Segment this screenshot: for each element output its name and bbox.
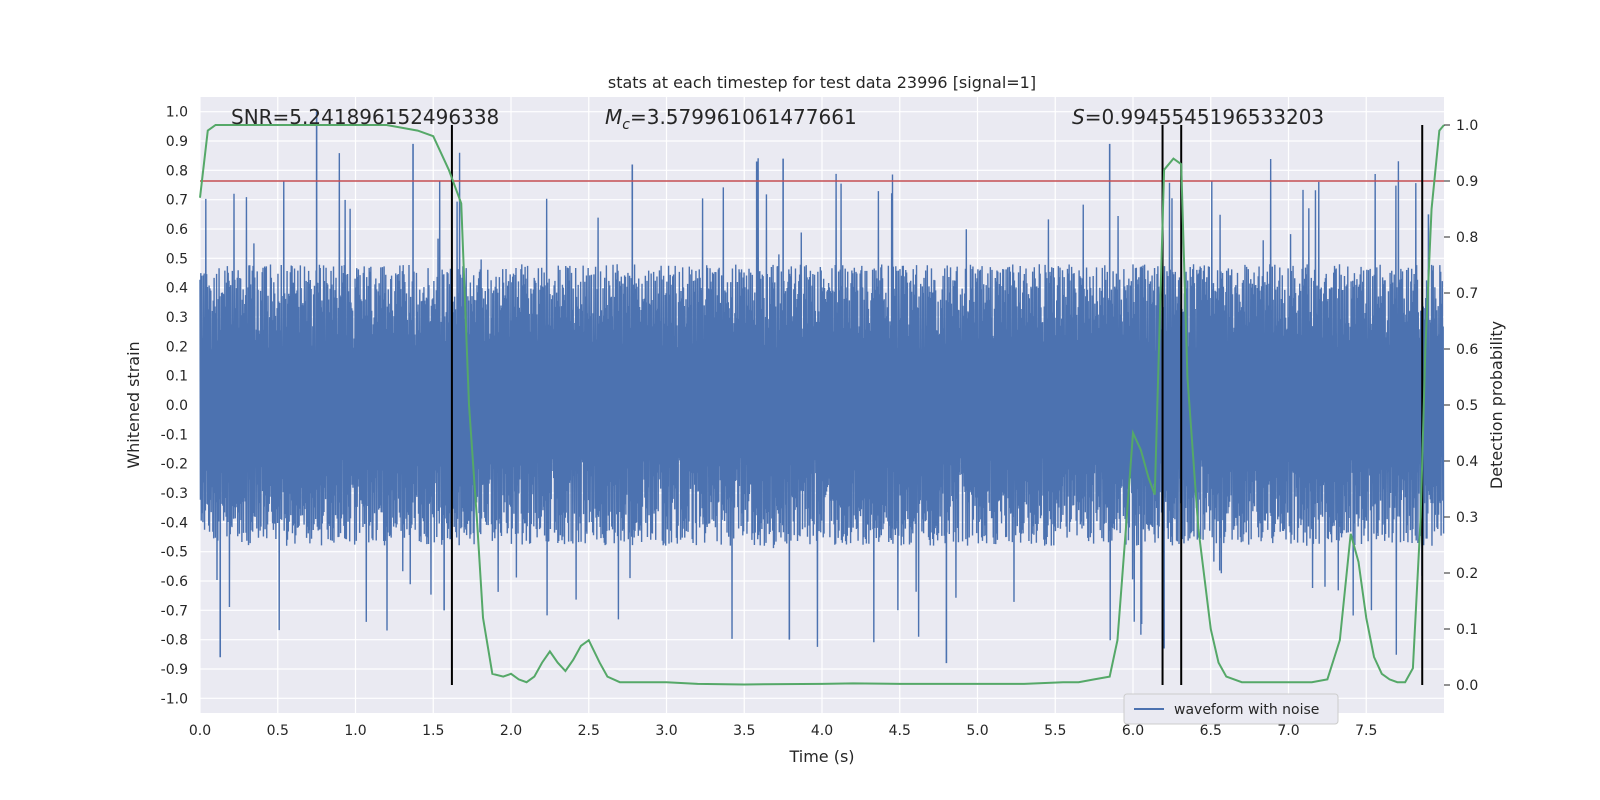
x-tick-label: 5.0 [966,723,988,739]
x-tick-label: 3.0 [655,723,677,739]
y-tick-label: -0.7 [161,603,188,619]
y-tick-label: 1.0 [166,105,188,121]
y-tick-label: 0.3 [166,310,188,326]
y2-tick-label: 0.3 [1456,510,1478,526]
significance-value: =0.9945545196533203 [1085,105,1324,129]
y2-axis-label: Detection probability [1487,321,1506,489]
x-tick-label: 0.0 [189,723,211,739]
y2-tick-label: 0.9 [1456,174,1478,190]
legend: waveform with noise [1123,693,1339,725]
x-tick-label: 7.5 [1355,723,1377,739]
legend-box [1123,693,1339,725]
chirp-mass-symbol: M [605,105,622,129]
y-tick-labels: 1.0 0.9 0.8 0.7 0.6 0.5 0.4 0.3 0.2 0.1 0.0 -0.1 -0.… [161,105,188,708]
snr-annotation: SNR=5.241896152496338 [231,105,499,129]
y-tick-label: -0.5 [161,545,188,561]
vertical-markers [450,125,1424,685]
y2-tick-label: 0.6 [1456,342,1478,358]
x-tick-label: 0.5 [267,723,289,739]
x-tick-label: 2.0 [500,723,522,739]
y2-tick-label: 0.1 [1456,622,1478,638]
y2-tick-label: 0.5 [1456,398,1478,414]
waveform-line [199,152,1445,655]
x-tick-label: 1.0 [344,723,366,739]
y2-tick-label: 0.2 [1456,566,1478,582]
significance-symbol: S [1072,105,1085,129]
legend-label: waveform with noise [1174,702,1319,718]
x-axis-label: Time (s) [788,747,854,766]
y-tick-label: 0.5 [166,251,188,267]
y-tick-label: 0.4 [166,281,188,297]
waveform-series [199,111,1445,664]
y-tick-label: 0.6 [166,222,188,238]
y-tick-label: 0.7 [166,193,188,209]
y-tick-label: 0.8 [166,163,188,179]
x-tick-label: 2.5 [578,723,600,739]
y2-tick-label: 0.4 [1456,454,1478,470]
y-tick-label: 0.0 [166,398,188,414]
y2-tick-labels: 1.0 0.9 0.8 0.7 0.6 0.5 0.4 0.3 0.2 0.1 0.0 [1444,118,1478,694]
chirp-mass-subscript: c [622,117,630,133]
probability-series [199,124,1445,686]
x-tick-label: 6.5 [1200,723,1222,739]
x-tick-label: 6.0 [1122,723,1144,739]
chirp-mass-value: =3.579961061477661 [630,105,857,129]
x-tick-label: 4.5 [889,723,911,739]
y-tick-label: -0.6 [161,574,188,590]
probability-line [199,124,1445,686]
y-tick-label: -0.8 [161,633,188,649]
y-tick-label: -0.3 [161,486,188,502]
chart-title: stats at each timestep for test data 239… [608,73,1036,92]
y-tick-label: -0.4 [161,515,188,531]
y-tick-label: -0.2 [161,457,188,473]
y-tick-label: -0.1 [161,427,188,443]
x-tick-label: 5.5 [1044,723,1066,739]
y-tick-label: -1.0 [161,691,188,707]
y2-tick-label: 1.0 [1456,118,1478,134]
x-tick-labels: 0.0 0.5 1.0 1.5 2.0 2.5 3.0 3.5 4.0 4.5 5.0 5.5 6.0 6… [189,723,1378,739]
y2-tick-label: 0.0 [1456,678,1478,694]
x-tick-label: 1.5 [422,723,444,739]
significance-annotation: S=0.9945545196533203 [1072,105,1324,129]
x-tick-label: 3.5 [733,723,755,739]
x-tick-label: 4.0 [811,723,833,739]
y-axis-label: Whitened strain [124,341,143,468]
x-tick-label: 7.0 [1277,723,1299,739]
y-tick-label: 0.9 [166,134,188,150]
y2-tick-label: 0.8 [1456,230,1478,246]
y-tick-label: 0.1 [166,369,188,385]
chirp-mass-annotation: Mc=3.579961061477661 [605,105,857,133]
y-tick-label: -0.9 [161,662,188,678]
y-tick-label: 0.2 [166,339,188,355]
y2-tick-label: 0.7 [1456,286,1478,302]
